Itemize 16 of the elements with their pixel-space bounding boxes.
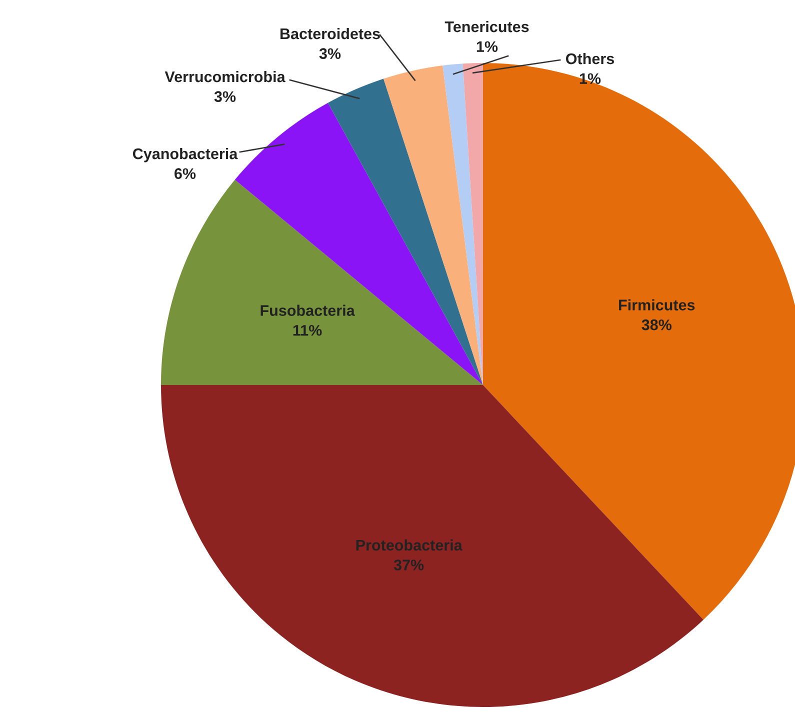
data-label: 6% xyxy=(174,168,196,179)
slice-label: Cyanobacteria xyxy=(132,148,238,162)
slice-label: Proteobacteria xyxy=(356,539,462,551)
data-label: 11% xyxy=(293,324,322,336)
slice-label: Others xyxy=(566,52,614,64)
data-label: 1% xyxy=(476,41,498,52)
data-label: 37% xyxy=(394,560,424,570)
slice-label: Bacteroidetes xyxy=(280,28,380,40)
slice-label: Firmicutes xyxy=(619,299,695,310)
slice-label: Fusobacteria xyxy=(260,304,355,316)
data-label: 1% xyxy=(580,73,601,84)
data-label: 3% xyxy=(214,91,236,102)
slice-label: Tenericutes xyxy=(444,20,529,32)
data-label: 38% xyxy=(642,319,672,330)
slice-label: Verrucomicrobia xyxy=(164,70,286,82)
data-label: 3% xyxy=(319,48,341,60)
